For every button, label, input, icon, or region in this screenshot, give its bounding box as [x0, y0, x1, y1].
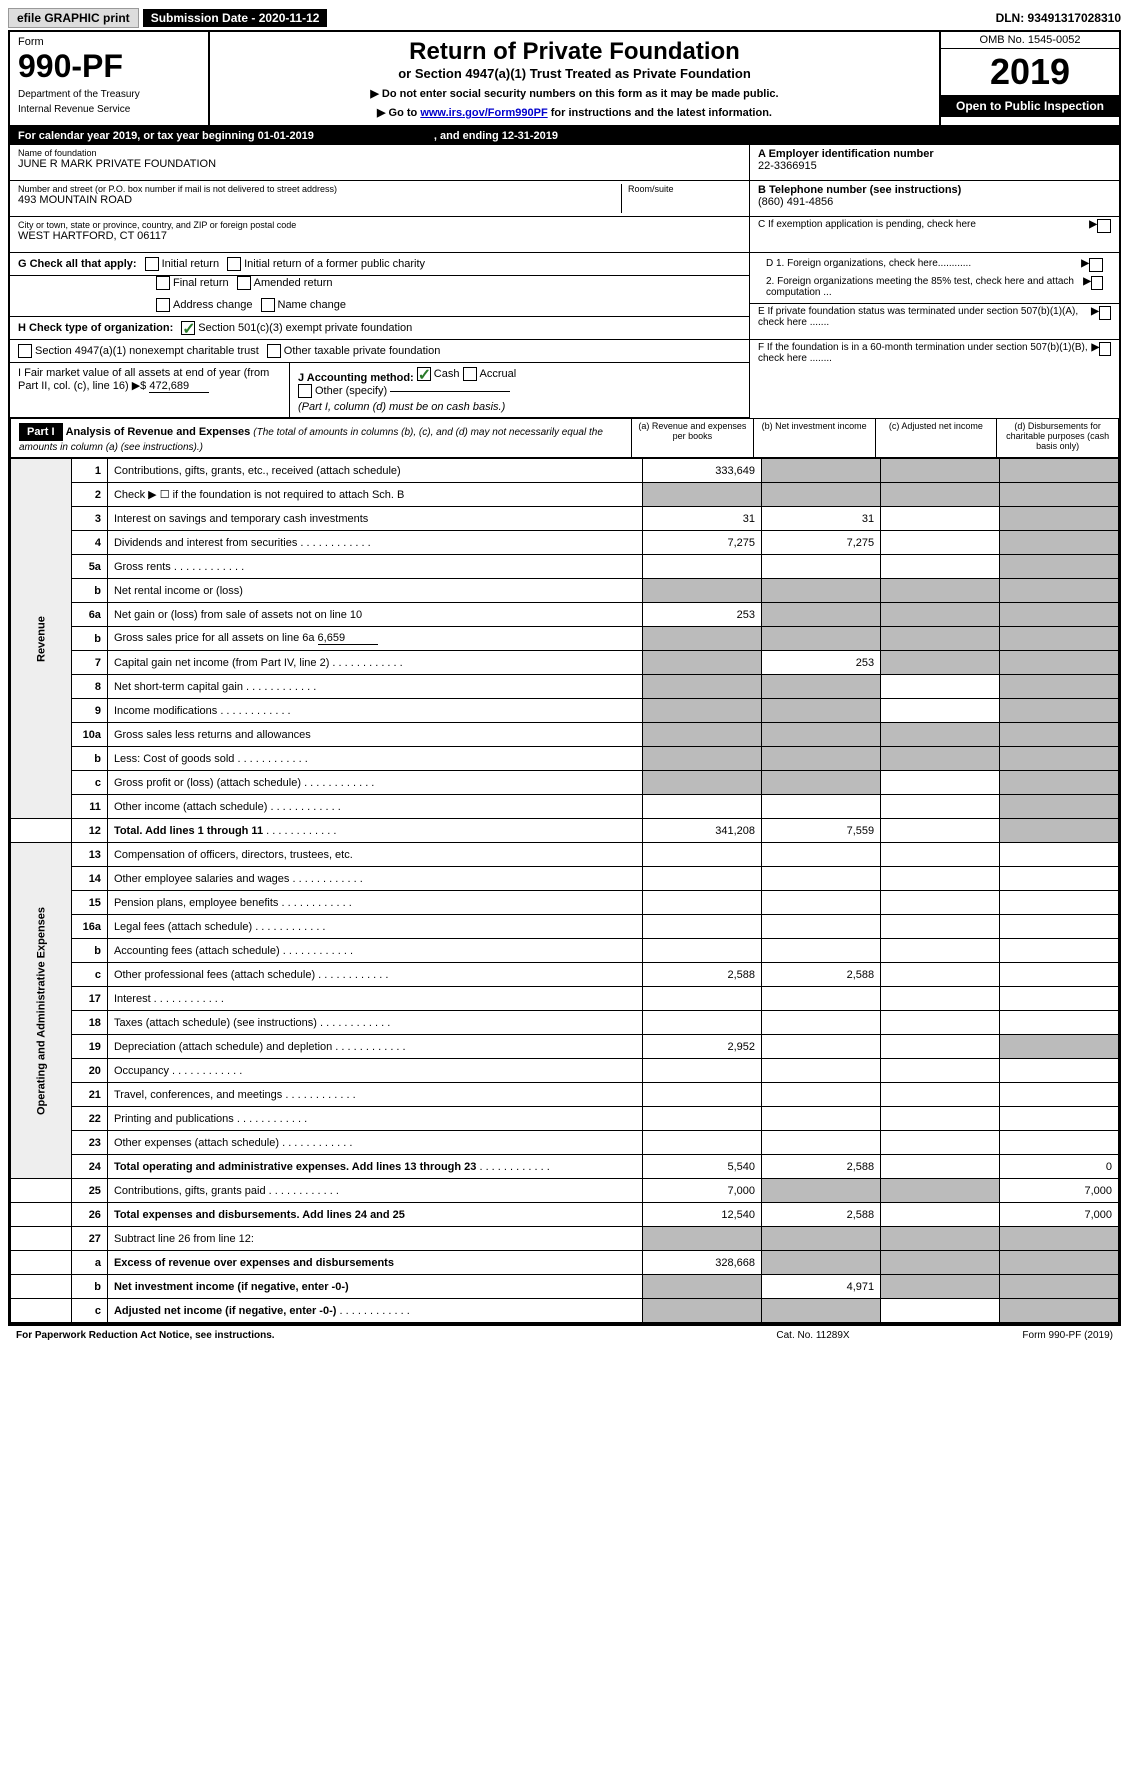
- foundation-name: JUNE R MARK PRIVATE FOUNDATION: [18, 158, 741, 170]
- address-change-checkbox[interactable]: [156, 298, 170, 312]
- tax-year: 2019: [941, 49, 1119, 95]
- form-title: Return of Private Foundation: [222, 38, 927, 66]
- exemption-pending-checkbox[interactable]: [1097, 219, 1111, 233]
- section-h: H Check type of organization: Section 50…: [10, 317, 749, 340]
- cash-checkbox[interactable]: [417, 367, 431, 381]
- form-label: Form: [18, 36, 200, 48]
- instruction-2: ▶ Go to www.irs.gov/Form990PF for instru…: [222, 106, 927, 119]
- cash-basis-note: (Part I, column (d) must be on cash basi…: [298, 401, 741, 413]
- form-ref: Form 990-PF (2019): [913, 1330, 1113, 1341]
- section-i-label: I Fair market value of all assets at end…: [18, 367, 269, 392]
- catalog-number: Cat. No. 11289X: [713, 1330, 913, 1341]
- ein-label: A Employer identification number: [758, 148, 1111, 160]
- name-change-checkbox[interactable]: [261, 298, 275, 312]
- section-f-label: F If the foundation is in a 60-month ter…: [758, 342, 1091, 364]
- terminated-checkbox[interactable]: [1099, 306, 1111, 320]
- street-address: 493 MOUNTAIN ROAD: [18, 194, 621, 206]
- city-label: City or town, state or province, country…: [18, 220, 741, 230]
- street-label: Number and street (or P.O. box number if…: [18, 184, 621, 194]
- submission-date: Submission Date - 2020-11-12: [143, 9, 328, 27]
- form-header: Form 990-PF Department of the Treasury I…: [8, 30, 1121, 127]
- form-subtitle: or Section 4947(a)(1) Trust Treated as P…: [222, 66, 927, 81]
- final-return-checkbox[interactable]: [156, 276, 170, 290]
- other-taxable-checkbox[interactable]: [267, 344, 281, 358]
- part-1-title: Analysis of Revenue and Expenses: [66, 426, 251, 438]
- section-c-label: C If exemption application is pending, c…: [758, 219, 976, 230]
- phone-value: (860) 491-4856: [758, 196, 1111, 208]
- 4947-checkbox[interactable]: [18, 344, 32, 358]
- irs-label: Internal Revenue Service: [18, 104, 200, 115]
- top-bar: efile GRAPHIC print Submission Date - 20…: [8, 8, 1121, 28]
- part-1-label: Part I: [19, 423, 63, 441]
- fmv-value: 472,689: [149, 380, 209, 393]
- other-method-checkbox[interactable]: [298, 384, 312, 398]
- phone-label: B Telephone number (see instructions): [758, 184, 1111, 196]
- instruction-1: ▶ Do not enter social security numbers o…: [222, 87, 927, 100]
- dln: DLN: 93491317028310: [996, 11, 1121, 25]
- foundation-name-cell: Name of foundation JUNE R MARK PRIVATE F…: [10, 145, 749, 181]
- page-footer: For Paperwork Reduction Act Notice, see …: [8, 1325, 1121, 1345]
- omb-number: OMB No. 1545-0052: [941, 32, 1119, 49]
- room-label: Room/suite: [628, 184, 741, 194]
- ein-value: 22-3366915: [758, 160, 1111, 172]
- city-state-zip: WEST HARTFORD, CT 06117: [18, 230, 741, 242]
- amended-return-checkbox[interactable]: [237, 276, 251, 290]
- foreign-org-checkbox[interactable]: [1089, 258, 1103, 272]
- calendar-year-row: For calendar year 2019, or tax year begi…: [10, 127, 1119, 145]
- accrual-checkbox[interactable]: [463, 367, 477, 381]
- form-number: 990-PF: [18, 48, 200, 85]
- col-a-header: (a) Revenue and expenses per books: [631, 419, 753, 457]
- section-e-label: E If private foundation status was termi…: [758, 306, 1091, 328]
- initial-return-checkbox[interactable]: [145, 257, 159, 271]
- revenue-expense-table: Revenue 1Contributions, gifts, grants, e…: [10, 458, 1119, 1323]
- 85pct-checkbox[interactable]: [1091, 276, 1103, 290]
- initial-former-checkbox[interactable]: [227, 257, 241, 271]
- 60month-checkbox[interactable]: [1099, 342, 1111, 356]
- efile-button[interactable]: efile GRAPHIC print: [8, 8, 139, 28]
- irs-link[interactable]: www.irs.gov/Form990PF: [420, 107, 547, 119]
- dept-treasury: Department of the Treasury: [18, 89, 200, 100]
- col-b-header: (b) Net investment income: [753, 419, 875, 457]
- col-d-header: (d) Disbursements for charitable purpose…: [996, 419, 1118, 457]
- d2-label: 2. Foreign organizations meeting the 85%…: [766, 276, 1083, 298]
- revenue-section-label: Revenue: [11, 459, 72, 819]
- d1-label: D 1. Foreign organizations, check here..…: [766, 258, 971, 269]
- section-g: G Check all that apply: Initial return I…: [10, 253, 749, 276]
- open-public-badge: Open to Public Inspection: [941, 95, 1119, 117]
- expenses-section-label: Operating and Administrative Expenses: [11, 843, 72, 1179]
- col-c-header: (c) Adjusted net income: [875, 419, 997, 457]
- 501c3-checkbox[interactable]: [181, 321, 195, 335]
- paperwork-notice: For Paperwork Reduction Act Notice, see …: [16, 1330, 713, 1341]
